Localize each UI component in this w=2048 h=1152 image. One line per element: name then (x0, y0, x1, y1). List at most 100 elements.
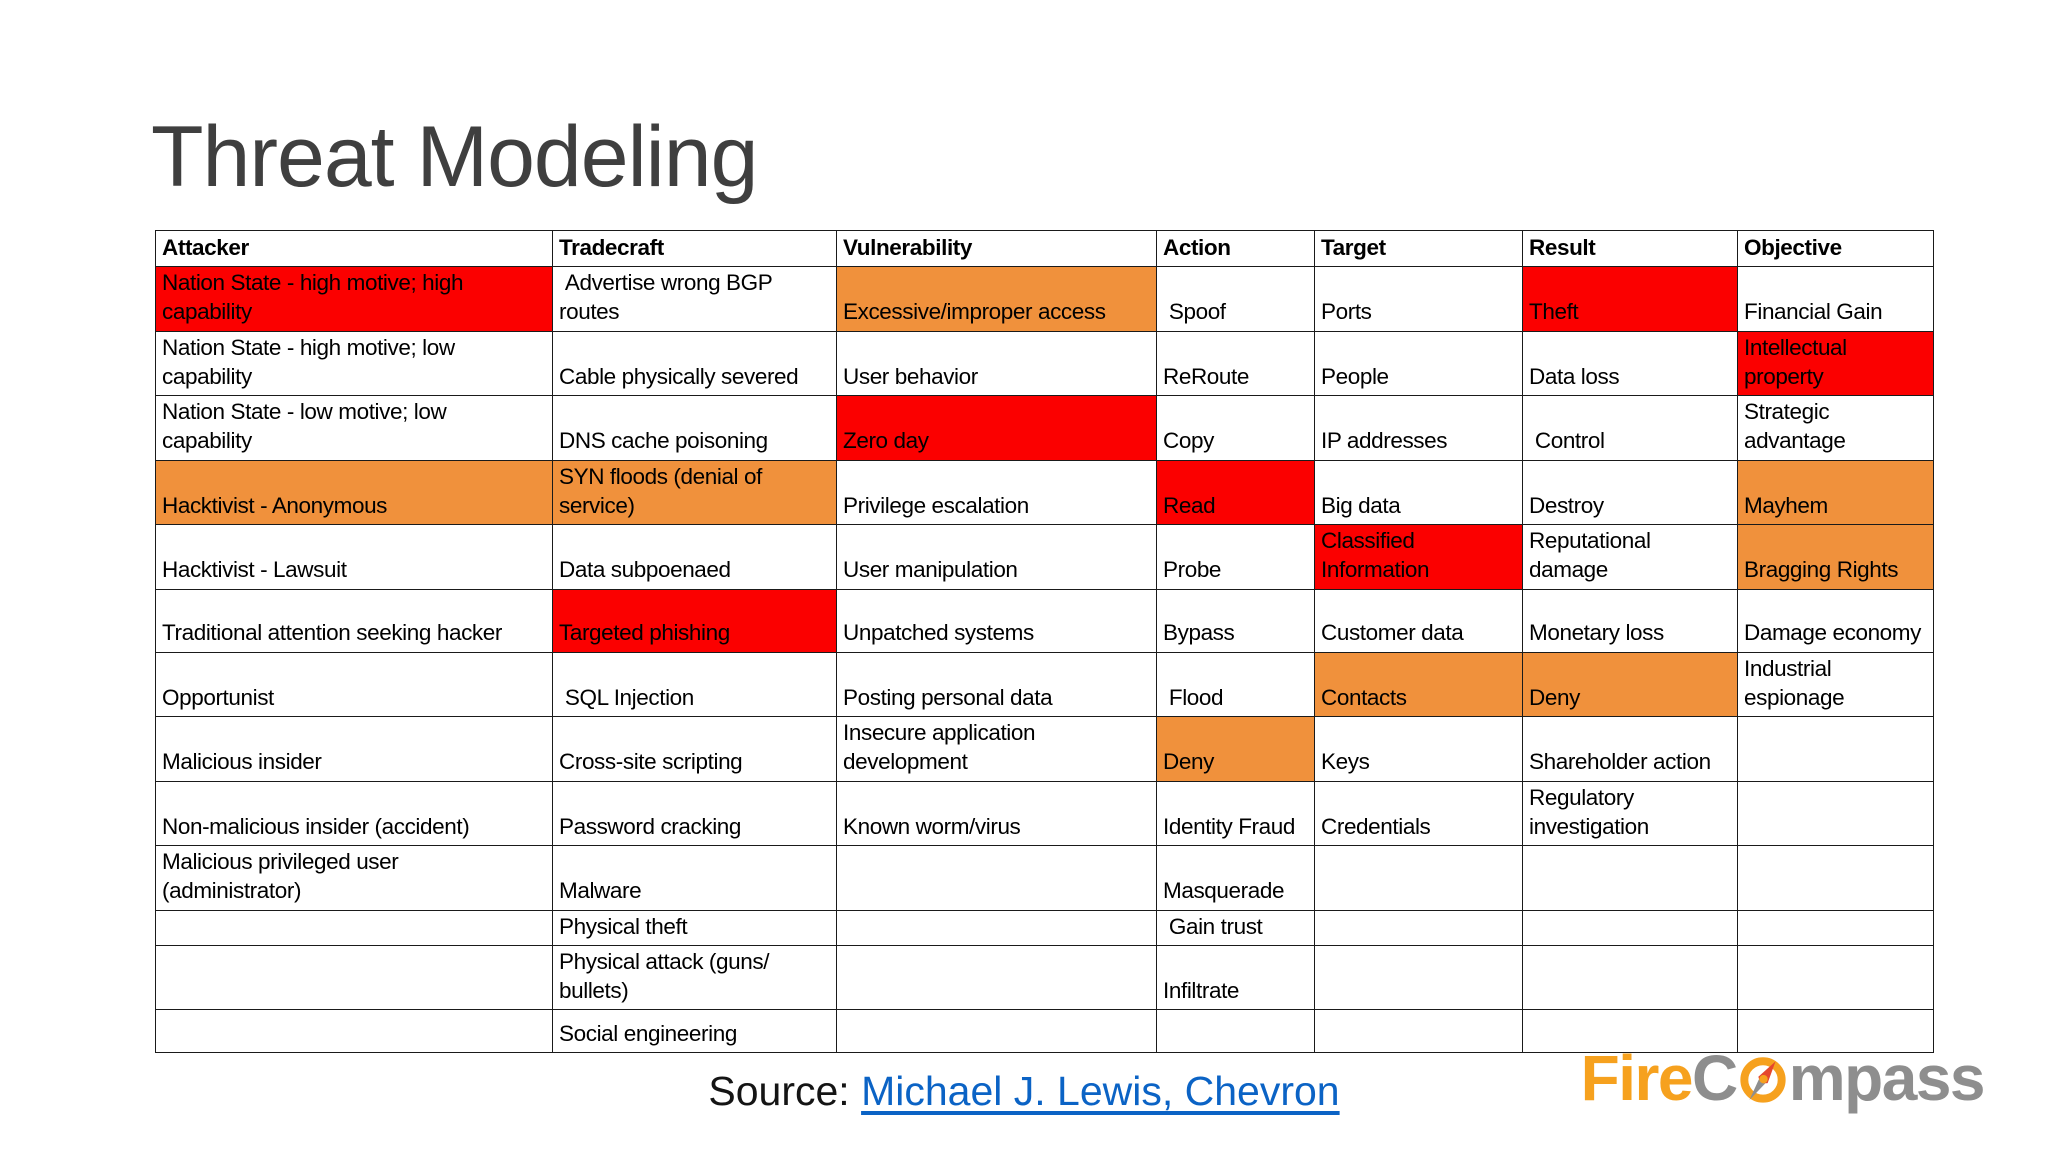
table-cell: Probe (1156, 524, 1315, 590)
table-cell: Hacktivist - Lawsuit (155, 524, 553, 590)
table-cell: Strategic advantage (1737, 395, 1934, 461)
table-cell: Cable physically severed (552, 330, 837, 396)
table-cell: Reputational damage (1522, 524, 1738, 590)
table-cell: Classified Information (1314, 524, 1523, 590)
table-cell (1737, 909, 1934, 946)
table-cell: Damage economy (1737, 588, 1934, 653)
table-cell: Flood (1156, 651, 1315, 717)
table-cell: Physical attack (guns/ bullets) (552, 944, 837, 1011)
table-row: Nation State - high motive; low capabili… (155, 330, 1934, 396)
table-cell: Gain trust (1156, 909, 1315, 946)
table-cell (1522, 1009, 1738, 1054)
table-cell: Non-malicious insider (accident) (155, 780, 553, 846)
table-cell: Data loss (1522, 330, 1738, 396)
table-cell: Nation State - high motive; low capabili… (155, 330, 553, 396)
table-cell: Keys (1314, 716, 1523, 782)
table-header-row: Attacker Tradecraft Vulnerability Action Tar… (155, 230, 1934, 267)
header-cell: Action (1156, 230, 1315, 267)
table-cell: People (1314, 330, 1523, 396)
compass-icon (1740, 1057, 1786, 1103)
header-cell: Result (1522, 230, 1738, 267)
table-cell (1314, 845, 1523, 911)
table-cell: ReRoute (1156, 330, 1315, 396)
table-cell: SYN floods (denial of service) (552, 459, 837, 525)
logo-c-text: C (1692, 1042, 1738, 1114)
table-cell: Spoof (1156, 266, 1315, 332)
header-cell: Tradecraft (552, 230, 837, 267)
table-cell (155, 909, 553, 946)
table-cell: Cross-site scripting (552, 716, 837, 782)
table-cell: Bypass (1156, 588, 1315, 653)
table-cell (1314, 944, 1523, 1011)
page-title: Threat Modeling (151, 109, 758, 205)
table-cell: Read (1156, 459, 1315, 525)
table-cell (836, 1009, 1157, 1054)
table-cell: Deny (1156, 716, 1315, 782)
table-cell: User behavior (836, 330, 1157, 396)
table-cell: Ports (1314, 266, 1523, 332)
table-cell: Regulatory investigation (1522, 780, 1738, 846)
table-cell (155, 944, 553, 1011)
table-cell: Physical theft (552, 909, 837, 946)
table-cell: DNS cache poisoning (552, 395, 837, 461)
table-cell: Infiltrate (1156, 944, 1315, 1011)
table-cell: Traditional attention seeking hacker (155, 588, 553, 653)
table-cell: Insecure application development (836, 716, 1157, 782)
table-cell: Control (1522, 395, 1738, 461)
table-cell (1737, 944, 1934, 1011)
table-row: Opportunist SQL Injection Posting persona… (155, 651, 1934, 717)
table-cell: SQL Injection (552, 651, 837, 717)
table-cell (1314, 1009, 1523, 1054)
table-row: Physical attack (guns/ bullets) Infiltrat… (155, 944, 1934, 1011)
table-cell: Financial Gain (1737, 266, 1934, 332)
table-cell: Big data (1314, 459, 1523, 525)
header-cell: Objective (1737, 230, 1934, 267)
table-row: Malicious privileged user (administrator… (155, 845, 1934, 911)
table-cell (1314, 909, 1523, 946)
table-row: Physical theft Gain trust (155, 909, 1934, 946)
table-cell: Identity Fraud (1156, 780, 1315, 846)
table-cell (155, 1009, 553, 1054)
table-cell: Malicious privileged user (administrator… (155, 845, 553, 911)
table-cell: Mayhem (1737, 459, 1934, 525)
header-cell: Vulnerability (836, 230, 1157, 267)
table-cell (1156, 1009, 1315, 1054)
table-cell (836, 845, 1157, 911)
table-cell: Excessive/improper access (836, 266, 1157, 332)
table-cell: Privilege escalation (836, 459, 1157, 525)
table-cell: Posting personal data (836, 651, 1157, 717)
threat-modeling-table: Attacker Tradecraft Vulnerability Action Tar… (155, 230, 1934, 1054)
table-cell: Social engineering (552, 1009, 837, 1054)
table-cell: Bragging Rights (1737, 524, 1934, 590)
table-cell: User manipulation (836, 524, 1157, 590)
table-row: Traditional attention seeking hacker Targ… (155, 588, 1934, 653)
table-row: Hacktivist - Lawsuit Data subpoenaed User … (155, 524, 1934, 590)
table-cell: Zero day (836, 395, 1157, 461)
table-cell: Industrial espionage (1737, 651, 1934, 717)
logo-mpass-text: mpass (1788, 1042, 1986, 1114)
table-cell (836, 944, 1157, 1011)
table-cell: Advertise wrong BGP routes (552, 266, 837, 332)
table-row: Nation State - low motive; low capabilit… (155, 395, 1934, 461)
table-cell: Copy (1156, 395, 1315, 461)
table-row: Social engineering (155, 1009, 1934, 1054)
table-row: Non-malicious insider (accident) Password… (155, 780, 1934, 846)
source-line: Source: Michael J. Lewis, Chevron (0, 1068, 2048, 1115)
table-cell: Masquerade (1156, 845, 1315, 911)
table-cell: Intellectual property (1737, 330, 1934, 396)
table-cell: Nation State - low motive; low capabilit… (155, 395, 553, 461)
source-link[interactable]: Michael J. Lewis, Chevron (861, 1068, 1340, 1114)
header-cell: Target (1314, 230, 1523, 267)
table-cell: Targeted phishing (552, 588, 837, 653)
table-cell: IP addresses (1314, 395, 1523, 461)
table-cell: Nation State - high motive; high capabil… (155, 266, 553, 332)
table-cell: Malicious insider (155, 716, 553, 782)
table-cell: Destroy (1522, 459, 1738, 525)
table-cell: Theft (1522, 266, 1738, 332)
header-cell: Attacker (155, 230, 553, 267)
table-row: Nation State - high motive; high capabil… (155, 266, 1934, 332)
table-row: Hacktivist - Anonymous SYN floods (denial… (155, 459, 1934, 525)
table-cell (1737, 1009, 1934, 1054)
table-cell: Data subpoenaed (552, 524, 837, 590)
